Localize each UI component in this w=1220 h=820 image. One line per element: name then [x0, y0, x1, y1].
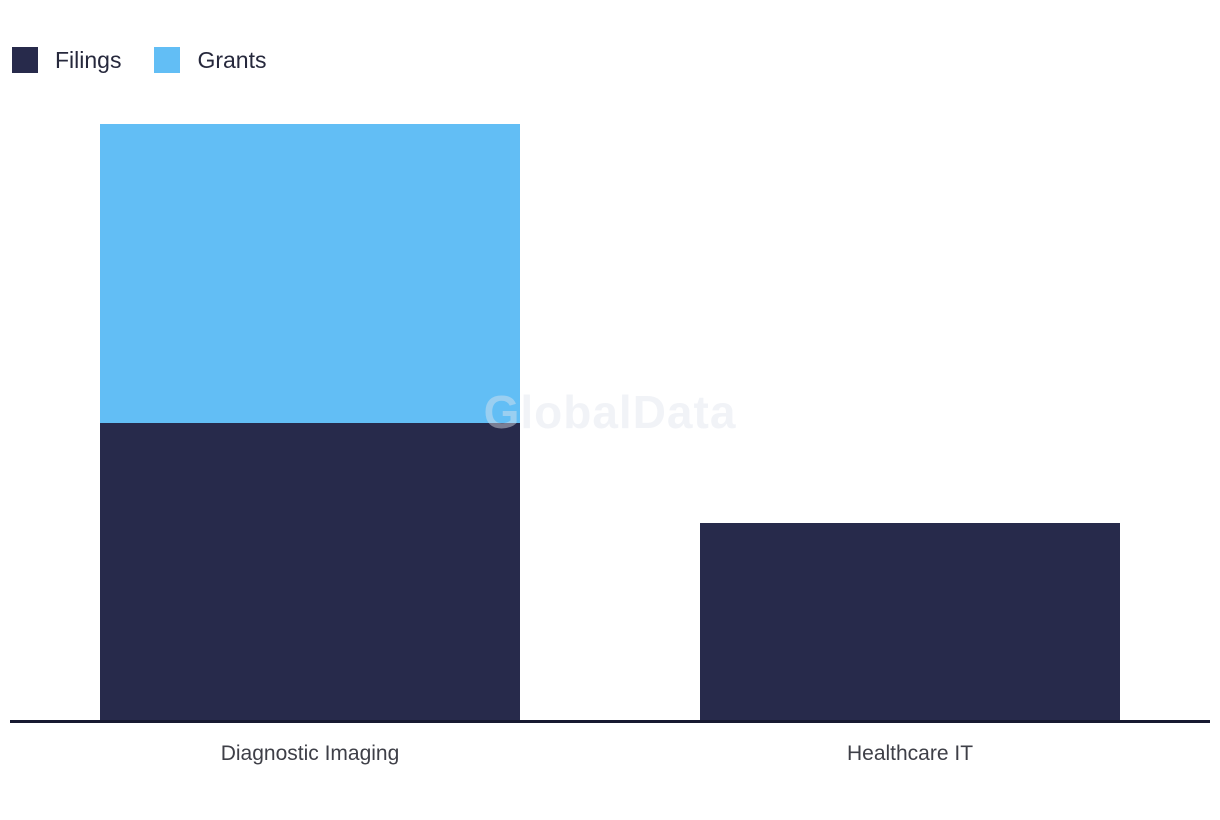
- legend-label-grants: Grants: [197, 47, 267, 73]
- legend: Filings Grants: [12, 47, 267, 73]
- x-axis-line: [10, 720, 1210, 723]
- x-axis-label-diagnostic-imaging: Diagnostic Imaging: [220, 742, 400, 765]
- filings-swatch-icon: [12, 47, 38, 73]
- legend-label-filings: Filings: [55, 47, 122, 73]
- bar-diagnostic-imaging: [100, 124, 520, 722]
- legend-item-grants[interactable]: Grants: [154, 47, 267, 73]
- legend-item-filings[interactable]: Filings: [12, 47, 121, 73]
- grants-swatch-icon: [154, 47, 181, 73]
- bar-segment-grants-diagnostic-imaging[interactable]: [100, 124, 520, 423]
- bar-segment-filings-healthcare-it[interactable]: [700, 523, 1120, 722]
- bar-healthcare-it: [700, 523, 1120, 722]
- x-axis-label-healthcare-it: Healthcare IT: [846, 742, 974, 765]
- bar-segment-filings-diagnostic-imaging[interactable]: [100, 423, 520, 722]
